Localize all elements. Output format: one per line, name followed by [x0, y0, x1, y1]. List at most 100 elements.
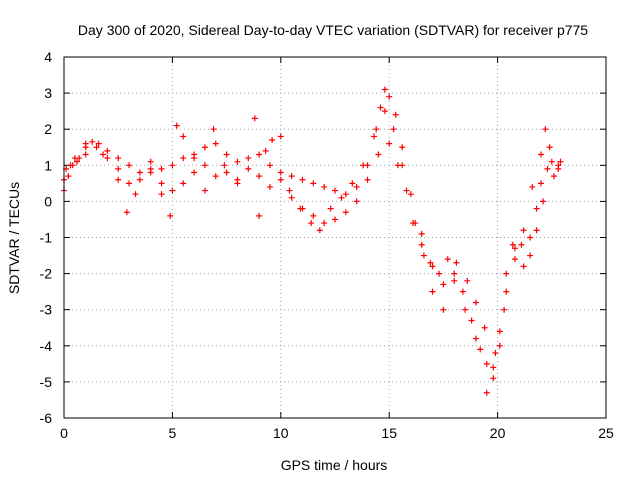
data-point-plus-marker — [451, 270, 458, 277]
data-point-plus-marker — [371, 133, 378, 140]
data-point-plus-marker — [483, 389, 490, 396]
data-point-plus-marker — [277, 169, 284, 176]
data-point-plus-marker — [527, 234, 534, 241]
y-tick-label: 3 — [44, 85, 52, 101]
data-point-plus-marker — [277, 133, 284, 140]
data-point-plus-marker — [169, 187, 176, 194]
data-point-plus-marker — [520, 263, 527, 270]
data-point-plus-marker — [169, 162, 176, 169]
data-point-plus-marker — [555, 165, 562, 172]
data-point-plus-marker — [286, 187, 293, 194]
data-point-plus-marker — [245, 165, 252, 172]
data-point-plus-marker — [557, 158, 564, 165]
data-point-plus-marker — [440, 306, 447, 313]
data-point-plus-marker — [288, 173, 295, 180]
data-point-plus-marker — [180, 180, 187, 187]
data-point-plus-marker — [332, 216, 338, 223]
data-point-plus-marker — [537, 180, 544, 187]
data-point-plus-marker — [234, 180, 241, 187]
data-point-plus-marker — [158, 165, 165, 172]
data-point-plus-marker — [386, 93, 393, 100]
data-point-plus-marker — [104, 147, 111, 154]
data-point-plus-marker — [266, 162, 273, 169]
data-point-plus-marker — [266, 183, 273, 190]
data-point-plus-marker — [392, 111, 399, 118]
data-point-plus-marker — [436, 270, 443, 277]
data-point-plus-marker — [477, 346, 484, 353]
data-point-plus-marker — [342, 191, 349, 198]
data-point-plus-marker — [82, 151, 89, 158]
data-point-plus-marker — [429, 288, 436, 295]
data-point-plus-marker — [407, 191, 414, 198]
data-point-plus-marker — [381, 108, 388, 115]
data-point-plus-marker — [221, 162, 228, 169]
y-axis-label: SDTVAR / TECUs — [6, 182, 22, 294]
data-point-plus-marker — [180, 155, 187, 162]
data-point-plus-marker — [136, 169, 143, 176]
data-point-plus-marker — [453, 259, 460, 266]
tick-labels: 0 5 10 15 20 25 -6 -5 -4 -3 -2 -1 0 1 2 3 4 — [40, 49, 614, 441]
data-point-plus-marker — [418, 230, 425, 237]
data-point-plus-marker — [496, 328, 503, 335]
data-point-plus-marker — [158, 191, 165, 198]
data-point-plus-marker — [234, 158, 241, 165]
data-point-plus-marker — [321, 220, 328, 227]
data-point-plus-marker — [353, 183, 360, 190]
data-point-plus-marker — [100, 151, 107, 158]
data-point-plus-marker — [158, 180, 165, 187]
data-point-plus-marker — [349, 180, 356, 187]
y-tick-label: 4 — [44, 49, 52, 65]
data-point-plus-marker — [316, 227, 323, 234]
x-tick-label: 25 — [598, 425, 614, 441]
data-point-plus-marker — [420, 252, 427, 259]
data-point-plus-marker — [544, 165, 551, 172]
data-point-plus-marker — [472, 299, 479, 306]
x-axis-label: GPS time / hours — [281, 457, 388, 473]
data-point-plus-marker — [201, 162, 208, 169]
data-point-plus-marker — [262, 147, 269, 154]
data-point-plus-marker — [503, 288, 510, 295]
data-point-plus-marker — [71, 155, 78, 162]
data-point-plus-marker — [353, 198, 360, 205]
data-point-plus-marker — [492, 350, 499, 357]
data-point-plus-marker — [381, 86, 388, 93]
data-point-plus-marker — [490, 375, 497, 382]
data-point-plus-marker — [518, 241, 525, 248]
data-point-plus-marker — [548, 158, 555, 165]
data-point-plus-marker — [509, 241, 516, 248]
data-point-plus-marker — [496, 342, 503, 349]
data-point-plus-marker — [212, 140, 219, 147]
data-point-plus-marker — [191, 169, 198, 176]
data-point-plus-marker — [483, 360, 490, 367]
data-point-plus-marker — [386, 140, 393, 147]
data-point-plus-marker — [201, 144, 208, 151]
data-point-plus-marker — [256, 173, 263, 180]
data-point-plus-marker — [360, 162, 367, 169]
data-point-plus-marker — [251, 115, 258, 122]
data-point-plus-marker — [115, 176, 122, 183]
data-point-plus-marker — [501, 306, 508, 313]
data-point-plus-marker — [472, 335, 479, 342]
x-tick-label: 10 — [273, 425, 289, 441]
data-point-plus-marker — [126, 180, 133, 187]
data-point-plus-marker — [418, 241, 425, 248]
data-point-plus-marker — [373, 126, 380, 133]
data-point-plus-marker — [520, 227, 527, 234]
x-tick-label: 15 — [381, 425, 397, 441]
data-point-plus-marker — [269, 137, 276, 144]
data-point-plus-marker — [462, 306, 469, 313]
data-point-plus-marker — [67, 162, 74, 169]
y-tick-label: 2 — [44, 121, 52, 137]
data-point-plus-marker — [511, 245, 518, 252]
data-point-plus-marker — [533, 227, 540, 234]
grid-lines — [64, 57, 606, 418]
x-tick-label: 5 — [169, 425, 177, 441]
data-point-plus-marker — [212, 173, 219, 180]
data-point-plus-marker — [364, 176, 371, 183]
data-point-plus-marker — [399, 144, 406, 151]
data-point-plus-marker — [89, 138, 96, 145]
y-tick-label: -3 — [40, 302, 53, 318]
data-point-plus-marker — [410, 220, 417, 227]
data-point-plus-marker — [444, 256, 451, 263]
